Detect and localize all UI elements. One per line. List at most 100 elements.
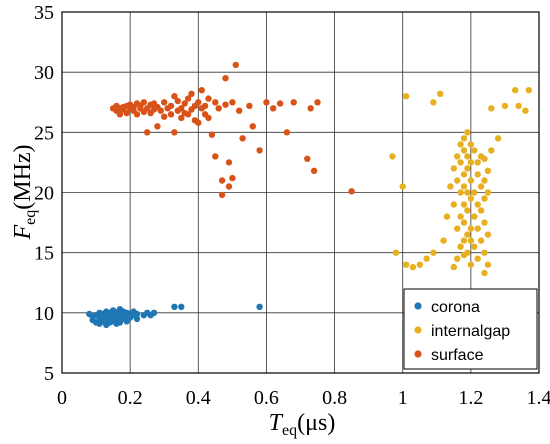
point-internalgap [389,153,396,160]
point-internalgap [481,219,488,226]
point-corona [150,309,158,316]
point-internalgap [402,261,410,268]
point-internalgap [467,177,475,184]
point-surface [232,61,239,69]
point-surface [307,105,314,112]
point-internalgap [481,269,488,277]
point-internalgap [474,159,481,166]
point-internalgap [399,183,406,190]
point-internalgap [484,189,492,196]
point-surface [188,90,195,98]
data-points [86,61,532,329]
point-surface [225,159,233,166]
point-internalgap [460,183,468,190]
point-surface [276,100,284,107]
point-surface [157,107,164,114]
point-surface [161,99,168,106]
point-internalgap [467,237,475,244]
point-internalgap [471,213,478,220]
point-internalgap [460,135,468,142]
point-surface [184,95,192,102]
legend-label-surface: surface [431,347,484,364]
point-internalgap [464,153,471,160]
point-internalgap [437,90,444,98]
point-surface [310,167,318,174]
point-internalgap [443,213,451,220]
y-tick-label: 5 [44,363,54,385]
y-tick-label: 30 [34,62,54,84]
point-surface [256,147,263,154]
point-internalgap [450,201,457,208]
x-axis-title-sub: eq [282,422,297,439]
point-internalgap [402,93,410,100]
point-internalgap [423,255,430,262]
point-internalgap [440,237,447,244]
point-corona [178,303,185,310]
point-internalgap [457,243,464,250]
x-axis-title: Teq(μs) [269,410,336,439]
point-surface [229,174,236,182]
point-internalgap [481,195,488,202]
legend-marker-corona [414,302,422,310]
y-tick-labels: 5 10 15 20 25 30 35 [34,2,54,385]
point-surface [161,113,168,120]
point-internalgap [464,207,471,214]
point-internalgap [525,87,532,94]
point-internalgap [457,159,464,166]
point-surface [195,119,202,126]
point-internalgap [430,99,437,106]
point-surface [348,188,355,195]
point-internalgap [481,249,488,256]
point-internalgap [474,225,481,232]
point-internalgap [494,135,502,142]
point-internalgap [464,165,471,172]
point-internalgap [450,263,457,271]
x-tick-label: 1.4 [527,387,550,409]
point-internalgap [467,261,475,268]
point-surface [178,114,185,122]
point-corona [256,303,263,310]
point-internalgap [467,159,475,166]
point-surface [239,135,246,142]
point-surface [174,97,181,105]
point-surface [246,102,253,110]
x-axis-title-main: T [269,410,284,436]
point-internalgap [484,231,492,238]
point-internalgap [450,165,457,172]
point-corona [133,315,141,323]
point-internalgap [416,261,423,268]
point-internalgap [471,189,478,196]
point-internalgap [467,141,475,148]
point-internalgap [515,102,522,110]
point-surface [171,93,178,100]
point-internalgap [501,102,509,110]
point-internalgap [467,225,475,232]
point-internalgap [457,141,464,148]
point-surface [290,99,297,106]
point-surface [140,99,147,106]
point-internalgap [488,105,495,112]
point-surface [229,99,236,106]
point-internalgap [471,243,478,250]
legend-box [403,288,538,370]
point-surface [218,191,226,199]
point-surface [218,177,226,184]
point-internalgap [460,237,468,244]
y-tick-label: 10 [34,303,54,325]
y-tick-label: 25 [34,122,54,144]
point-surface [184,111,192,118]
point-internalgap [484,167,492,174]
y-axis-title-sub: eq [22,210,39,225]
point-surface [154,123,161,130]
point-surface [215,105,222,112]
point-corona [133,310,141,318]
point-internalgap [484,261,492,268]
point-internalgap [477,237,485,244]
point-surface [304,155,311,162]
point-internalgap [477,207,485,214]
point-surface [198,87,205,94]
point-internalgap [471,147,478,154]
point-internalgap [454,177,461,184]
point-surface [201,102,209,110]
